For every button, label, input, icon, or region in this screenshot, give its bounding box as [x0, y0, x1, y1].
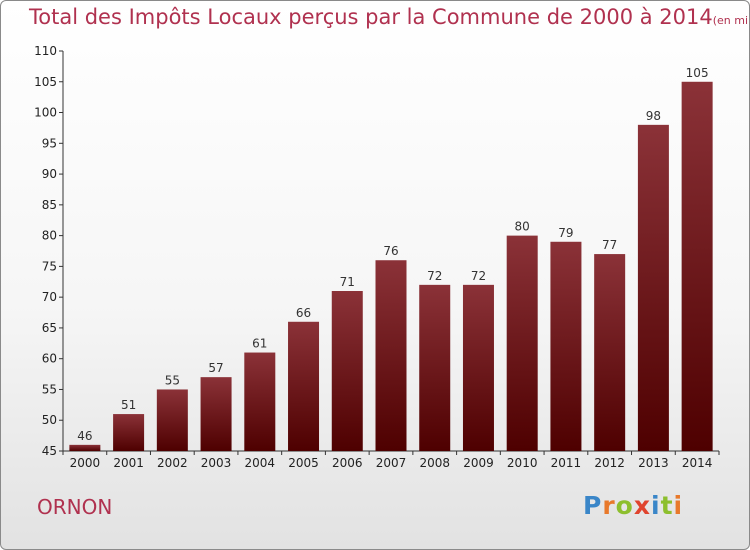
y-tick-label: 65: [42, 321, 57, 335]
y-tick-label: 110: [34, 44, 57, 58]
bar-value-label: 77: [602, 238, 617, 252]
bar-value-label: 76: [383, 244, 398, 258]
bar-value-label: 79: [558, 226, 573, 240]
x-tick-label: 2014: [682, 456, 713, 470]
bar-value-label: 61: [252, 337, 267, 351]
bar-value-label: 57: [208, 361, 223, 375]
bar: [550, 241, 582, 451]
bar-value-label: 72: [427, 269, 442, 283]
x-tick-label: 2009: [463, 456, 494, 470]
bar: [681, 81, 713, 452]
bar: [462, 284, 494, 451]
bar-value-label: 72: [471, 269, 486, 283]
x-tick-label: 2004: [245, 456, 276, 470]
y-tick-label: 95: [42, 136, 57, 150]
y-tick-label: 80: [42, 229, 57, 243]
y-tick-label: 55: [42, 382, 57, 396]
y-tick-label: 75: [42, 259, 57, 273]
logo-letter: P: [583, 491, 603, 520]
logo-letter: r: [602, 491, 616, 520]
x-tick-label: 2007: [376, 456, 407, 470]
bar: [113, 414, 145, 451]
proxiti-logo: Proxiti: [583, 491, 683, 520]
x-axis: 2000 2001 2002 2003 2004 2005 2006 2007 2008 2009…: [62, 450, 720, 470]
logo-letter: t: [660, 491, 674, 520]
x-tick-label: 2002: [157, 456, 188, 470]
bar: [200, 377, 232, 451]
bar: [419, 284, 451, 451]
y-axis: 45 50 55 60 65 70 75 80 85 90 95 100 105 110: [34, 44, 64, 458]
x-tick-label: 2003: [201, 456, 232, 470]
bar: [375, 260, 407, 451]
y-tick-label: 100: [34, 106, 57, 120]
x-tick-label: 2013: [638, 456, 669, 470]
x-tick-label: 2000: [70, 456, 101, 470]
bar-value-label: 66: [296, 306, 311, 320]
bar-value-label: 55: [165, 373, 180, 387]
commune-name: ORNON: [37, 495, 113, 519]
logo-letter: x: [633, 491, 651, 520]
chart-title-main: Total des Impôts Locaux perçus par la Co…: [29, 5, 713, 29]
bar: [288, 321, 320, 451]
logo-letter: i: [651, 491, 661, 520]
bar: [331, 291, 363, 451]
chart-title-unit: (en milliers d'€): [712, 14, 749, 27]
bar-value-label: 71: [340, 275, 355, 289]
bar: [69, 444, 101, 451]
bar-value-label: 80: [515, 220, 530, 234]
y-tick-label: 60: [42, 352, 57, 366]
bars-group: 46 51 55 57 61 66 71 76 72 72 80 79 77 98 105: [69, 66, 713, 452]
y-tick-label: 105: [34, 75, 57, 89]
x-tick-label: 2005: [288, 456, 319, 470]
x-tick-label: 2008: [419, 456, 450, 470]
bar: [506, 235, 538, 451]
bar-value-label: 51: [121, 398, 136, 412]
x-tick-label: 2011: [551, 456, 582, 470]
x-tick-label: 2006: [332, 456, 363, 470]
y-tick-label: 90: [42, 167, 57, 181]
bar: [637, 124, 669, 451]
y-tick-label: 45: [42, 444, 57, 458]
bar: [244, 352, 276, 451]
x-tick-label: 2010: [507, 456, 538, 470]
y-tick-label: 50: [42, 413, 57, 427]
chart-title: Total des Impôts Locaux perçus par la Co…: [29, 5, 749, 29]
bar-value-label: 46: [77, 429, 92, 443]
bar-value-label: 98: [646, 109, 661, 123]
x-tick-label: 2012: [594, 456, 625, 470]
x-tick-label: 2001: [113, 456, 144, 470]
bar: [594, 254, 626, 451]
y-tick-label: 85: [42, 198, 57, 212]
y-tick-label: 70: [42, 290, 57, 304]
logo-letter: i: [673, 491, 684, 520]
bar-value-label: 105: [686, 66, 709, 80]
logo-letter: o: [615, 491, 634, 520]
bar: [156, 389, 188, 451]
